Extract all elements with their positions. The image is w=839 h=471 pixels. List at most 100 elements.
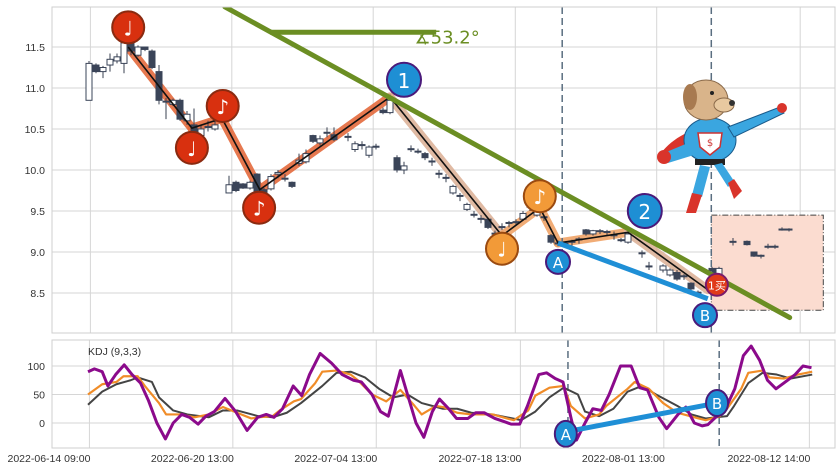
time-tick-label: 2022-06-14 09:00 [8, 453, 91, 465]
marker-circle [553, 419, 578, 448]
marker-label: A [553, 254, 564, 272]
candle-up [316, 138, 324, 144]
marker-label: B [712, 395, 722, 413]
candle-up [323, 131, 331, 134]
price-tick-label: 9.5 [30, 206, 45, 218]
marker-label: 1 [398, 69, 411, 93]
marker-circle [705, 389, 730, 418]
candle-down [617, 239, 625, 242]
marker-circle [485, 231, 519, 266]
marker-label: ♩ [187, 137, 196, 161]
candle-down [162, 100, 170, 103]
marker-point-blue: A [545, 248, 571, 275]
candle-up [624, 233, 632, 243]
candle-up [666, 269, 674, 276]
kdj-panel: AB [52, 340, 835, 448]
price-tick-label: 8.5 [30, 288, 45, 300]
price-tick-label: 11.0 [25, 83, 45, 95]
marker-circle [111, 10, 146, 45]
marker-note-orange: ♪ [522, 179, 557, 214]
candle-up [99, 67, 107, 73]
candle-up [603, 231, 611, 233]
candle-up [113, 56, 121, 62]
candle-up [659, 265, 667, 271]
candle-up [435, 172, 443, 175]
zigzag-line [127, 46, 709, 291]
time-tick-label: 2022-07-18 13:00 [438, 453, 521, 465]
candle-up [211, 124, 219, 130]
candle-up [589, 230, 597, 235]
marker-circle [242, 190, 277, 225]
kdj-panel-frame [51, 339, 836, 449]
candle-up [386, 99, 394, 114]
candle-down [547, 235, 555, 243]
candle-up [120, 42, 128, 64]
kdj-marker: A [553, 419, 578, 448]
candle-down [288, 181, 296, 187]
candle-down [379, 109, 387, 114]
candle-up [638, 252, 646, 255]
marker-label: ♩ [123, 16, 132, 40]
marker-note-red: ♩ [174, 130, 209, 165]
candle-up [764, 245, 772, 248]
price-panel: ∡53.2° ♩ ♩ ♪ ♪ ♩ ♪ 1 2 A B 1买 [52, 7, 835, 333]
price-tick-label: 10.0 [25, 165, 46, 177]
candle-down [148, 50, 156, 68]
candle-up [134, 46, 142, 56]
kdj-label: KDJ (9,3,3) [88, 346, 141, 358]
time-axis: 11.5 11.0 10.5 10.0 9.5 9.0 8.5 2022-06-14 09:0… [8, 6, 836, 465]
marker-label: ♪ [216, 95, 229, 119]
angle-label: ∡53.2° [415, 28, 480, 49]
time-tick-label: 2022-07-04 13:00 [294, 453, 377, 465]
candle-up [344, 135, 352, 138]
candle-up [85, 62, 93, 101]
candle-up [106, 58, 114, 66]
candle-up [281, 177, 289, 180]
marker-label: ♩ [497, 238, 506, 262]
candle-up [225, 184, 233, 194]
candle-up [449, 185, 457, 194]
candle-up [680, 275, 688, 278]
price-tick-label: 9.0 [30, 247, 45, 259]
candle-up [351, 143, 359, 150]
price-panel-frame [51, 6, 836, 334]
candle-up [463, 203, 471, 210]
candle-up [407, 148, 415, 151]
candle-down [421, 153, 429, 159]
kdj-tick-label: 100 [27, 361, 45, 373]
candle-up [246, 181, 254, 189]
svg-text:$: $ [707, 138, 713, 149]
candle-up [274, 171, 282, 175]
marker-wave-blue: 1 [386, 61, 422, 98]
marker-circle [522, 179, 557, 214]
candle-up [785, 228, 793, 231]
marker-note-orange: ♩ [485, 231, 519, 266]
marker-label: 1买 [708, 279, 726, 292]
candle-up [477, 217, 485, 220]
candle-up [596, 230, 604, 233]
marker-label: 2 [638, 200, 651, 224]
marker-label: ♪ [533, 185, 546, 209]
candle-down [687, 282, 695, 290]
price-tick-label: 10.5 [25, 124, 46, 136]
candle-up [358, 144, 366, 147]
candle-up [645, 265, 653, 268]
candle-down [232, 181, 240, 192]
candle-up [512, 221, 520, 224]
candle-up [729, 240, 737, 243]
candle-down [239, 183, 247, 189]
candle-down [309, 135, 317, 142]
candle-up [372, 145, 380, 148]
kdj-tick-label: 50 [33, 390, 45, 402]
price-tick-label: 11.5 [25, 42, 45, 54]
marker-circle [174, 130, 209, 165]
marker-buy-red: 1买 [704, 272, 729, 297]
candle-up [456, 194, 464, 197]
marker-note-red: ♪ [205, 89, 240, 124]
candle-up [204, 126, 212, 129]
kdj-J-line [87, 344, 812, 442]
marker-circle [386, 61, 422, 98]
marker-note-red: ♩ [111, 10, 146, 45]
ab-line [557, 240, 709, 302]
marker-label: ♪ [253, 197, 266, 221]
